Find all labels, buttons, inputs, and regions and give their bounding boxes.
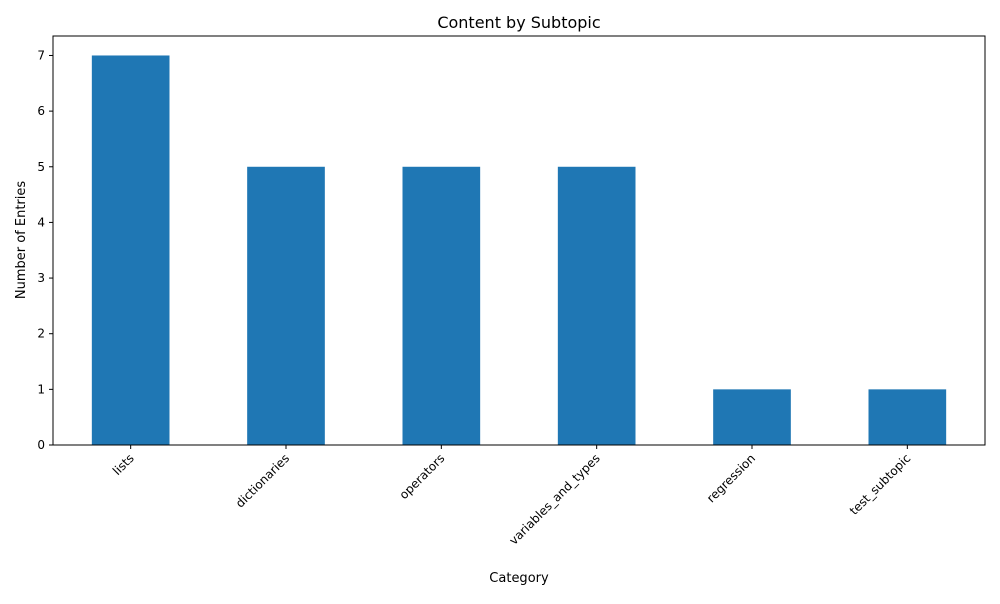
y-tick-label: 4: [37, 215, 45, 229]
x-axis-ticks: lists dictionaries operators variables_and_…: [110, 445, 913, 548]
bar-lists: [91, 55, 170, 445]
plot-frame: [52, 35, 986, 446]
bar-operators: [402, 166, 481, 445]
x-tick-label: regression: [704, 451, 758, 505]
x-tick-label: operators: [397, 451, 448, 502]
x-axis-label: Category: [489, 571, 549, 586]
x-tick-label: lists: [110, 451, 137, 478]
y-tick-label: 0: [37, 438, 45, 452]
x-tick-label: test_subtopic: [847, 451, 914, 518]
bar-regression: [713, 389, 791, 445]
bars-layer: [91, 55, 947, 445]
bar-test_subtopic: [868, 389, 947, 445]
y-axis-ticks: 0 1 2 3 4 5 6 7: [37, 48, 53, 452]
bar-variables_and_types: [557, 166, 636, 445]
x-tick-label: variables_and_types: [506, 451, 602, 547]
y-axis-label: Number of Entries: [14, 181, 29, 300]
y-tick-label: 7: [37, 48, 45, 62]
y-tick-label: 5: [37, 160, 45, 174]
y-tick-label: 6: [37, 104, 45, 118]
y-tick-label: 3: [37, 271, 45, 285]
x-tick-label: dictionaries: [233, 451, 292, 510]
chart-title: Content by Subtopic: [437, 13, 600, 32]
y-tick-label: 1: [37, 382, 45, 396]
bar-dictionaries: [247, 166, 325, 445]
y-tick-label: 2: [37, 327, 45, 341]
